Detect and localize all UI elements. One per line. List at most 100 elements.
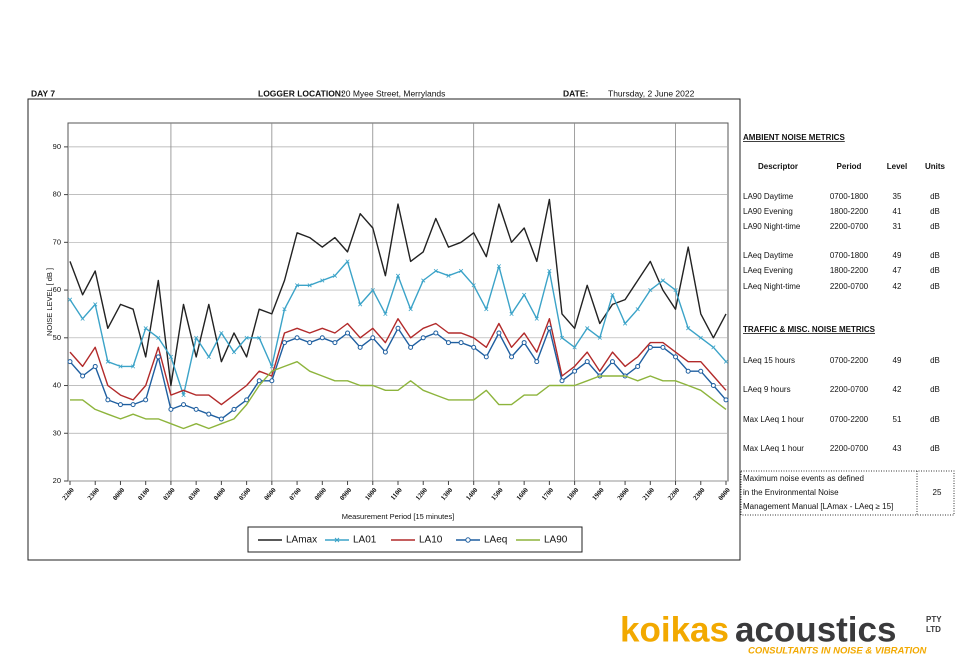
marker <box>118 364 123 369</box>
table-cell: LAeq Evening <box>743 266 793 275</box>
marker <box>471 283 476 288</box>
marker <box>256 378 262 384</box>
column-header: Descriptor <box>758 162 798 171</box>
marker <box>320 278 325 283</box>
marker <box>635 307 640 312</box>
marker <box>282 307 287 312</box>
marker <box>92 363 98 369</box>
marker <box>395 273 401 278</box>
x-tick-label: 1200 <box>414 486 429 502</box>
traffic-title: TRAFFIC & MISC. NOISE METRICS <box>743 325 876 334</box>
table-cell: 49 <box>893 251 902 260</box>
table-cell: 43 <box>893 444 902 453</box>
marker <box>673 354 679 360</box>
x-tick-label: 1400 <box>464 486 479 502</box>
x-tick-label: 2000 <box>616 486 631 502</box>
marker <box>483 354 489 360</box>
marker <box>358 302 363 307</box>
legend-marker <box>334 537 340 543</box>
marker <box>257 335 262 340</box>
marker <box>609 359 615 365</box>
x-tick-label: 1500 <box>490 486 505 502</box>
day: DAY 7 <box>31 88 55 98</box>
table-cell: dB <box>930 356 940 365</box>
x-tick-label: 0000 <box>111 486 126 502</box>
series-line <box>69 327 727 420</box>
x-tick-label: 2200 <box>61 486 76 502</box>
marker <box>244 335 249 340</box>
marker <box>269 378 275 384</box>
table-cell: 0700-2200 <box>830 356 869 365</box>
table-cell: 2200-0700 <box>830 282 869 291</box>
logo-suffix2: LTD <box>926 625 941 634</box>
marker <box>218 416 224 422</box>
column-header: Level <box>887 162 907 171</box>
marker <box>67 359 73 365</box>
table-cell: 41 <box>893 207 902 216</box>
table-cell: LA90 Night-time <box>743 222 801 231</box>
marker <box>156 335 161 340</box>
marker <box>319 335 325 341</box>
marker <box>496 330 502 336</box>
table-cell: 0700-2200 <box>830 415 869 424</box>
marker <box>521 340 527 346</box>
table-cell: 2200-0700 <box>830 385 869 394</box>
table-cell: LA90 Evening <box>743 207 793 216</box>
marker <box>572 345 577 350</box>
marker <box>294 283 300 288</box>
y-tick-label: 80 <box>53 190 61 199</box>
y-tick-label: 90 <box>53 142 61 151</box>
marker <box>181 392 186 398</box>
marker <box>206 354 211 359</box>
marker <box>686 326 691 331</box>
marker <box>244 397 250 403</box>
x-axis-label: Measurement Period [15 minutes] <box>342 512 455 521</box>
y-tick-label: 70 <box>53 237 61 246</box>
x-tick-label: 1900 <box>590 486 605 502</box>
column-header: Period <box>837 162 862 171</box>
marker <box>155 354 161 360</box>
marker <box>345 259 350 264</box>
series-line <box>69 198 727 387</box>
marker <box>559 335 565 340</box>
marker <box>383 311 388 317</box>
x-tick-label: 0500 <box>237 486 252 502</box>
marker <box>610 292 615 297</box>
marker <box>382 349 388 355</box>
y-tick-label: 40 <box>53 381 61 390</box>
marker <box>685 368 691 374</box>
marker <box>80 373 86 379</box>
marker <box>458 340 464 346</box>
marker <box>168 354 174 359</box>
location: 20 Myee Street, Merrylands <box>341 88 445 98</box>
marker <box>648 287 653 293</box>
x-tick-label: 0700 <box>288 486 303 502</box>
marker <box>711 345 716 350</box>
x-tick-label: 0400 <box>212 486 227 502</box>
series-line <box>69 318 727 406</box>
table-cell: LA90 Daytime <box>743 192 794 201</box>
series-line <box>70 361 727 430</box>
marker <box>67 297 73 302</box>
marker <box>572 368 578 374</box>
chart-frame <box>27 98 741 561</box>
marker <box>269 364 274 369</box>
marker <box>534 316 539 321</box>
marker <box>231 350 237 355</box>
marker <box>446 273 451 278</box>
marker <box>130 364 136 369</box>
table-cell: dB <box>930 266 940 275</box>
marker <box>105 397 111 403</box>
marker <box>231 406 237 412</box>
marker <box>130 402 136 408</box>
marker <box>80 316 85 321</box>
table-cell: 47 <box>893 266 902 275</box>
events-box <box>740 470 955 516</box>
table-cell: dB <box>930 207 940 216</box>
marker <box>143 326 148 331</box>
logo-brand1: koikas <box>620 610 729 649</box>
table-cell: 2200-0700 <box>830 444 869 453</box>
x-tick-label: 1600 <box>515 486 530 502</box>
marker <box>622 321 628 326</box>
